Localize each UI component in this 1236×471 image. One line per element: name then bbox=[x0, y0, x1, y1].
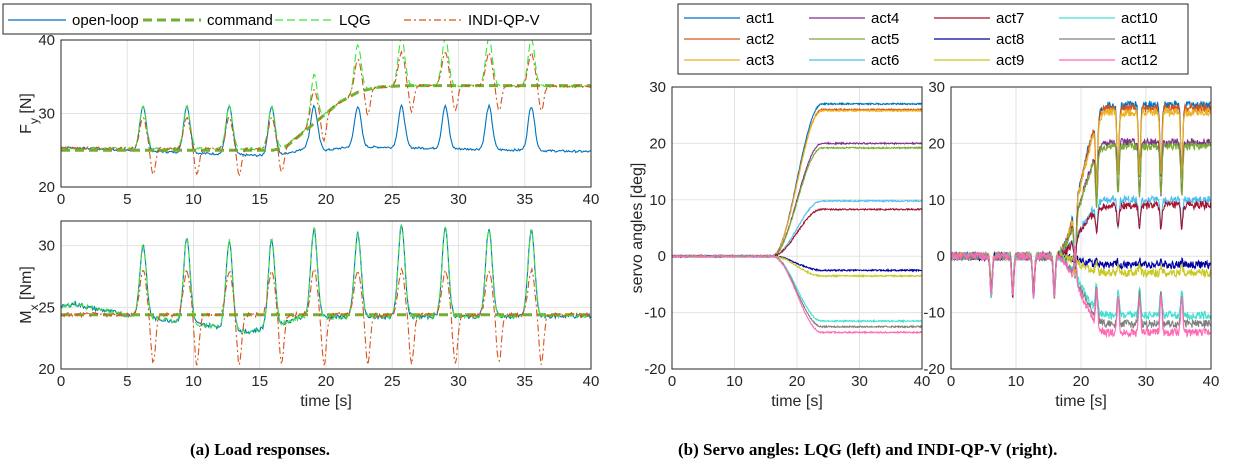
x-tick-label: 35 bbox=[516, 373, 533, 390]
x-tick-label: 30 bbox=[851, 373, 868, 390]
series-indi-act12 bbox=[951, 245, 1211, 339]
y-tick-label: 30 bbox=[38, 238, 55, 255]
x-tick-label: 0 bbox=[57, 373, 65, 390]
y-tick-label: 10 bbox=[928, 192, 945, 209]
series-mx-INDI-QP-V bbox=[61, 266, 591, 366]
x-tick-label: 10 bbox=[185, 373, 202, 390]
y-tick-label: 25 bbox=[38, 299, 55, 316]
x-tick-label: 25 bbox=[384, 191, 401, 208]
panel-mx: 0 5 10 15 20 25 30 35 40 20 25 30 time [s] Mx [Nm] bbox=[18, 220, 600, 410]
legend-b-label-act2: act2 bbox=[746, 31, 774, 48]
legend-b-label-act8: act8 bbox=[996, 31, 1024, 48]
x-tick-label: 15 bbox=[251, 373, 268, 390]
series-mx-LQG bbox=[61, 224, 591, 335]
series-fy-LQG bbox=[61, 40, 591, 151]
series-fy-command bbox=[61, 84, 591, 152]
legend-servo-angles: act1 act4 act7 act10 act2 act5 act8 act11 act3 ac… bbox=[677, 3, 1189, 75]
x-tick-label: 30 bbox=[1138, 373, 1155, 390]
x-tick-label: 0 bbox=[947, 373, 955, 390]
x-tick-label: 20 bbox=[318, 191, 335, 208]
x-tick-label: 40 bbox=[583, 191, 600, 208]
legend-b-label-act12: act12 bbox=[1121, 52, 1158, 69]
legend-b-label-act4: act4 bbox=[871, 10, 899, 27]
y-tick-label: -20 bbox=[644, 361, 666, 378]
legend-a-label-command: command bbox=[207, 12, 273, 29]
y-tick-label: -10 bbox=[923, 305, 945, 322]
legend-b-label-act7: act7 bbox=[996, 10, 1024, 27]
x-axis-label: time [s] bbox=[1055, 393, 1107, 410]
y-axis-label: servo angles [deg] bbox=[629, 163, 646, 294]
y-tick-label: 20 bbox=[38, 179, 55, 196]
y-tick-label: 30 bbox=[928, 79, 945, 96]
x-tick-label: 20 bbox=[318, 373, 335, 390]
legend-b-label-act10: act10 bbox=[1121, 10, 1158, 27]
legend-a-label-LQG: LQG bbox=[339, 12, 371, 29]
y-tick-label: 0 bbox=[658, 248, 666, 265]
x-tick-label: 0 bbox=[668, 373, 676, 390]
legend-b-label-act5: act5 bbox=[871, 31, 899, 48]
x-tick-label: 10 bbox=[726, 373, 743, 390]
series-group-indi bbox=[951, 99, 1211, 339]
legend-b-label-act9: act9 bbox=[996, 52, 1024, 69]
y-tick-label: 40 bbox=[38, 32, 55, 49]
x-tick-label: 40 bbox=[583, 373, 600, 390]
x-tick-label: 20 bbox=[1073, 373, 1090, 390]
panel-fy: 0 5 10 15 20 25 30 35 40 20 30 40 Fy [N] bbox=[18, 32, 599, 208]
axes-frame-fy bbox=[60, 39, 592, 188]
y-axis-label: Mx [Nm] bbox=[18, 266, 41, 324]
x-axis-label: time [s] bbox=[300, 393, 352, 410]
panel-lqg: 0 10 20 30 40 -20 -10 0 10 20 30 time [s] servo angl… bbox=[629, 79, 930, 410]
legend-a-label-open-loop: open-loop bbox=[72, 12, 139, 29]
series-fy-INDI-QP-V bbox=[61, 49, 591, 177]
x-tick-label: 10 bbox=[185, 191, 202, 208]
legend-a-box bbox=[2, 3, 592, 35]
axes-frame-mx bbox=[60, 220, 592, 370]
x-tick-label: 35 bbox=[516, 191, 533, 208]
axes-frame-indi bbox=[950, 86, 1212, 370]
y-tick-label: 10 bbox=[649, 192, 666, 209]
legend-a-label-INDI-QP-V: INDI-QP-V bbox=[468, 12, 540, 29]
x-tick-label: 40 bbox=[1203, 373, 1220, 390]
x-tick-label: 25 bbox=[384, 373, 401, 390]
series-lqg-act12 bbox=[672, 253, 922, 335]
x-tick-label: 0 bbox=[57, 191, 65, 208]
legend-b-label-act6: act6 bbox=[871, 52, 899, 69]
legend-load-responses: open-loop command LQG INDI-QP-V bbox=[2, 3, 592, 35]
legend-b-label-act3: act3 bbox=[746, 52, 774, 69]
x-tick-label: 5 bbox=[123, 191, 131, 208]
legend-b-label-act11: act11 bbox=[1121, 31, 1157, 48]
caption-b: (b) Servo angles: LQG (left) and INDI-QP… bbox=[678, 440, 1057, 459]
y-tick-label: 20 bbox=[649, 135, 666, 152]
axes-frame-lqg bbox=[671, 86, 923, 370]
x-tick-label: 15 bbox=[251, 191, 268, 208]
y-tick-label: -20 bbox=[923, 361, 945, 378]
y-tick-label: 20 bbox=[928, 135, 945, 152]
y-tick-label: 30 bbox=[38, 106, 55, 123]
y-tick-label: -10 bbox=[644, 305, 666, 322]
x-tick-label: 30 bbox=[450, 191, 467, 208]
caption-a: (a) Load responses. bbox=[190, 440, 330, 459]
panel-indi: 0 10 20 30 40 -20 -10 0 10 20 30 time [s] bbox=[923, 79, 1219, 410]
series-group-lqg bbox=[672, 101, 922, 335]
legend-b-label-act1: act1 bbox=[746, 10, 774, 27]
series-group-fy bbox=[61, 40, 591, 177]
y-tick-label: 0 bbox=[937, 248, 945, 265]
y-tick-label: 30 bbox=[649, 79, 666, 96]
x-tick-label: 10 bbox=[1008, 373, 1025, 390]
x-tick-label: 30 bbox=[450, 373, 467, 390]
x-tick-label: 40 bbox=[914, 373, 931, 390]
series-indi-act8 bbox=[951, 251, 1211, 297]
y-axis-label: Fy [N] bbox=[18, 93, 41, 134]
x-axis-label: time [s] bbox=[771, 393, 823, 410]
y-tick-label: 20 bbox=[38, 361, 55, 378]
x-tick-label: 5 bbox=[123, 373, 131, 390]
x-tick-label: 20 bbox=[789, 373, 806, 390]
series-group-mx bbox=[61, 224, 591, 366]
